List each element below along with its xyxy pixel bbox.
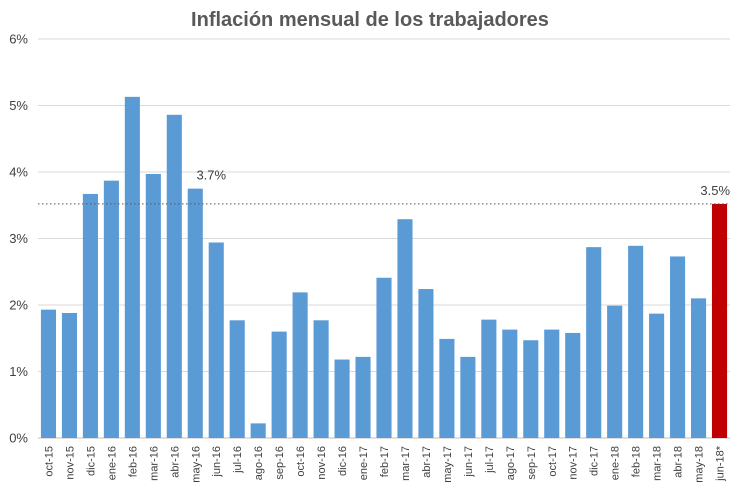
data-label: 3.5%: [700, 183, 730, 198]
bar-mar-17: [397, 219, 413, 438]
x-tick-label: jul-16: [232, 446, 244, 474]
bar-abr-16: [166, 114, 182, 438]
x-tick-label: may-17: [442, 446, 454, 483]
x-tick-label: may-18: [694, 446, 706, 483]
bar-nov-15: [61, 312, 78, 438]
x-tick-label: nov-16: [316, 446, 328, 480]
y-tick-label: 1%: [9, 364, 28, 379]
x-tick-label: feb-17: [379, 446, 391, 477]
y-axis-ticks: 0% 1% 2% 3% 4% 5% 6%: [9, 32, 28, 446]
bar-ago-16: [250, 423, 266, 438]
bar-mar-16: [145, 173, 161, 438]
x-tick-label: jul-17: [484, 446, 496, 474]
bar-ene-16: [103, 180, 119, 438]
x-tick-label: mar-17: [400, 446, 412, 481]
x-tick-label: dic-16: [337, 446, 349, 476]
x-tick-label: jun-18*: [715, 445, 727, 482]
bar-may-16: [187, 188, 203, 438]
bar-nov-16: [313, 320, 329, 438]
bar-jun-16: [208, 242, 224, 438]
bar-dic-15: [82, 193, 98, 438]
x-tick-label: sep-17: [526, 446, 538, 480]
bar-oct-17: [544, 329, 560, 438]
x-tick-label: nov-17: [568, 446, 580, 480]
x-tick-label: ene-18: [610, 446, 622, 480]
x-tick-label: mar-16: [148, 446, 160, 481]
bar-feb-18: [628, 245, 644, 438]
x-tick-label: ago-17: [505, 446, 517, 480]
x-tick-label: abr-18: [673, 446, 685, 478]
x-tick-label: oct-15: [43, 446, 55, 477]
x-tick-label: nov-15: [64, 446, 76, 480]
x-tick-label: jun-16: [211, 446, 223, 478]
chart-title: Inflación mensual de los trabajadores: [191, 9, 549, 31]
y-tick-label: 6%: [9, 32, 28, 47]
x-tick-label: oct-16: [295, 446, 307, 477]
data-label-layer: 3.7% 3.5%: [196, 168, 730, 198]
bar-sep-16: [271, 331, 287, 438]
bar-jul-16: [229, 320, 245, 438]
x-tick-label: sep-16: [274, 446, 286, 480]
y-tick-label: 3%: [9, 231, 28, 246]
x-tick-label: dic-15: [85, 446, 97, 476]
bar-abr-17: [418, 289, 434, 438]
bar-abr-18: [670, 256, 686, 438]
bar-ene-18: [607, 305, 623, 438]
bar-sep-17: [523, 340, 539, 438]
y-tick-label: 5%: [9, 98, 28, 113]
bar-ene-17: [355, 356, 371, 438]
bar-ago-17: [502, 329, 518, 438]
bar-may-17: [439, 338, 455, 438]
y-tick-label: 2%: [9, 298, 28, 313]
x-tick-label: abr-16: [169, 446, 181, 478]
bar-layer: [40, 96, 728, 438]
bar-feb-17: [376, 277, 392, 438]
bar-jul-17: [481, 319, 497, 438]
bar-jun-18*: [711, 203, 728, 438]
y-tick-label: 0%: [9, 431, 28, 446]
x-tick-label: oct-17: [547, 446, 559, 477]
bar-oct-15: [40, 309, 57, 438]
bar-oct-16: [292, 292, 308, 438]
x-tick-label: may-16: [190, 446, 202, 483]
x-tick-label: feb-18: [631, 446, 643, 477]
x-tick-label: mar-18: [652, 446, 664, 481]
bar-may-18: [690, 298, 707, 438]
x-tick-label: jun-17: [463, 446, 475, 478]
x-axis-ticks: oct-15 nov-15 dic-15 ene-16 feb-16 mar-16 abr-…: [43, 445, 726, 482]
bar-jun-17: [460, 356, 476, 438]
x-tick-label: feb-16: [127, 446, 139, 477]
x-tick-label: abr-17: [421, 446, 433, 478]
x-tick-label: dic-17: [589, 446, 601, 476]
bar-feb-16: [124, 96, 140, 438]
bar-nov-17: [565, 332, 581, 438]
bar-dic-17: [586, 247, 602, 438]
bar-dic-16: [334, 359, 350, 438]
x-tick-label: ene-16: [106, 446, 118, 480]
bar-mar-18: [649, 313, 665, 438]
x-tick-label: ago-16: [253, 446, 265, 480]
data-label: 3.7%: [196, 168, 226, 183]
y-tick-label: 4%: [9, 165, 28, 180]
x-tick-label: ene-17: [358, 446, 370, 480]
